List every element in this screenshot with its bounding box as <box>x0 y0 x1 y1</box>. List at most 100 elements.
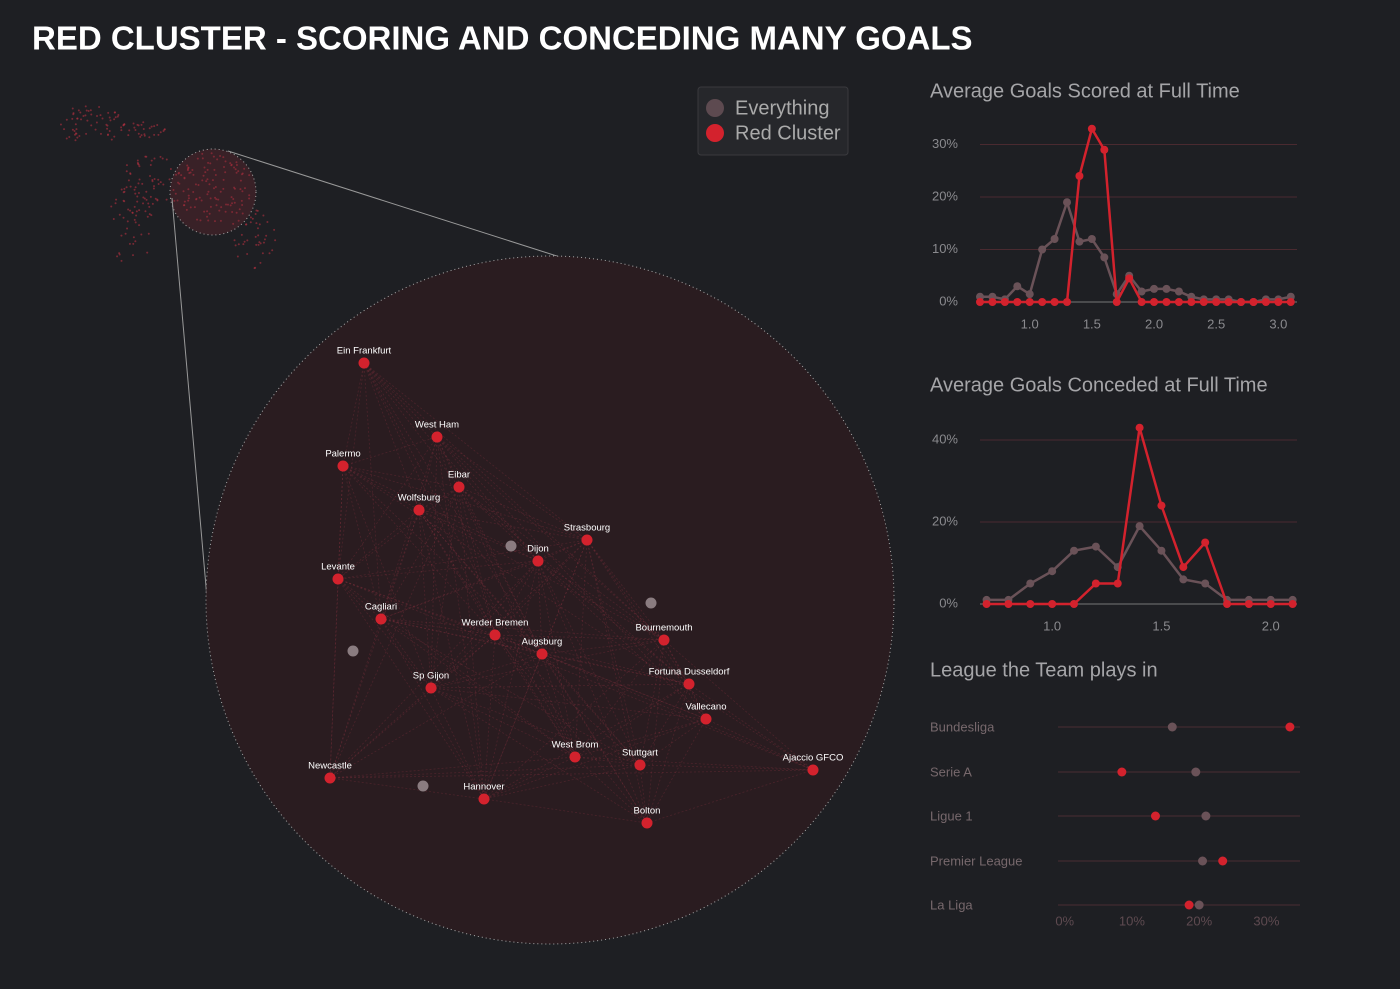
overview-dot <box>148 213 151 216</box>
charts: Average Goals Scored at Full Time 0% 10% 20… <box>930 80 1300 928</box>
overview-dot <box>82 114 85 117</box>
overview-dot <box>136 195 139 198</box>
overview-dot <box>203 210 206 213</box>
team-node <box>375 613 387 625</box>
overview-dot <box>169 167 172 170</box>
team-node <box>453 481 465 493</box>
overview-dot <box>274 239 277 242</box>
series-point <box>1244 600 1253 608</box>
overview-dot <box>124 232 127 235</box>
series-point <box>976 298 984 306</box>
edge <box>663 639 690 685</box>
overview-dot <box>150 125 153 128</box>
series-point <box>1038 298 1047 306</box>
overview-dot <box>75 128 78 131</box>
edge <box>329 769 814 779</box>
overview-dot <box>132 122 135 125</box>
overview-dot <box>99 114 102 117</box>
overview-dot <box>127 134 130 137</box>
overview-dot <box>232 197 235 200</box>
overview-dot <box>87 110 90 113</box>
edge <box>541 653 690 685</box>
edge <box>342 465 543 655</box>
overview-dot <box>142 121 145 124</box>
edge <box>337 578 485 800</box>
overview-dot <box>187 166 190 169</box>
edge <box>337 578 814 771</box>
overview-dot <box>168 178 171 181</box>
overview-dot <box>255 222 258 225</box>
series-point <box>1274 298 1283 306</box>
overview-dot <box>125 186 128 189</box>
overview-dot <box>134 240 137 243</box>
overview-dot <box>89 109 92 112</box>
edge <box>537 560 665 641</box>
overview-dot <box>243 167 246 170</box>
edge <box>483 639 665 800</box>
team-node <box>413 504 425 516</box>
overview-dot <box>241 212 244 215</box>
edge <box>537 560 690 685</box>
overview-dot <box>142 196 145 199</box>
edge <box>380 618 485 800</box>
edge <box>483 539 588 800</box>
overview-dot <box>229 162 232 165</box>
edge <box>574 683 690 758</box>
overview-dot <box>127 179 130 182</box>
overview-dot <box>263 238 266 241</box>
x-tick-label: 1.0 <box>1021 316 1039 331</box>
edge <box>494 634 707 720</box>
overview-dot <box>63 128 66 131</box>
edge <box>363 362 382 620</box>
overview-dot <box>106 124 109 127</box>
team-label: Augsburg <box>522 637 563 648</box>
edge <box>537 539 588 562</box>
overview-dot <box>140 123 143 126</box>
edge <box>586 539 648 824</box>
overview-dot <box>149 163 152 166</box>
category-label: Premier League <box>930 853 1023 868</box>
overview-dot <box>150 214 153 217</box>
overview-dot <box>253 267 256 270</box>
team-label: West Brom <box>552 740 599 751</box>
x-tick-label: 2.0 <box>1262 618 1280 633</box>
overview-dot <box>201 157 204 160</box>
series-point <box>1237 298 1246 306</box>
edge <box>458 486 665 641</box>
x-tick-label: 2.5 <box>1207 316 1225 331</box>
series-point <box>1004 600 1013 608</box>
team-node <box>641 817 653 829</box>
overview-dot <box>126 220 129 223</box>
overview-dot <box>153 157 156 160</box>
overview-dot <box>268 252 271 255</box>
overview-dot <box>110 205 113 208</box>
series-point <box>1125 274 1134 283</box>
overview-dot <box>251 217 254 220</box>
edge <box>586 539 641 766</box>
overview-dot <box>209 205 212 208</box>
series-point <box>1026 579 1035 588</box>
team-node <box>337 460 349 472</box>
overview-dot <box>231 202 234 205</box>
dot <box>1167 722 1177 732</box>
overview-dot <box>233 201 236 204</box>
overview-dot <box>246 252 249 255</box>
overview-dot <box>210 152 213 155</box>
chart-title: Average Goals Scored at Full Time <box>930 80 1240 102</box>
edge <box>537 560 707 720</box>
overview-dot <box>148 205 151 208</box>
y-tick-label: 20% <box>932 513 958 528</box>
edge <box>337 465 344 580</box>
edge <box>380 618 690 685</box>
team-node <box>581 534 593 546</box>
overview-dot <box>123 123 126 126</box>
y-tick-label: 10% <box>932 241 958 256</box>
overview-dot <box>143 134 146 137</box>
overview-dot <box>191 169 194 172</box>
overview-dot <box>132 236 135 239</box>
overview-dot <box>134 221 137 224</box>
x-tick-label: 20% <box>1186 913 1212 928</box>
overview-dot <box>189 206 192 209</box>
team-label: Vallecano <box>685 702 726 713</box>
overview-dot <box>196 157 199 160</box>
